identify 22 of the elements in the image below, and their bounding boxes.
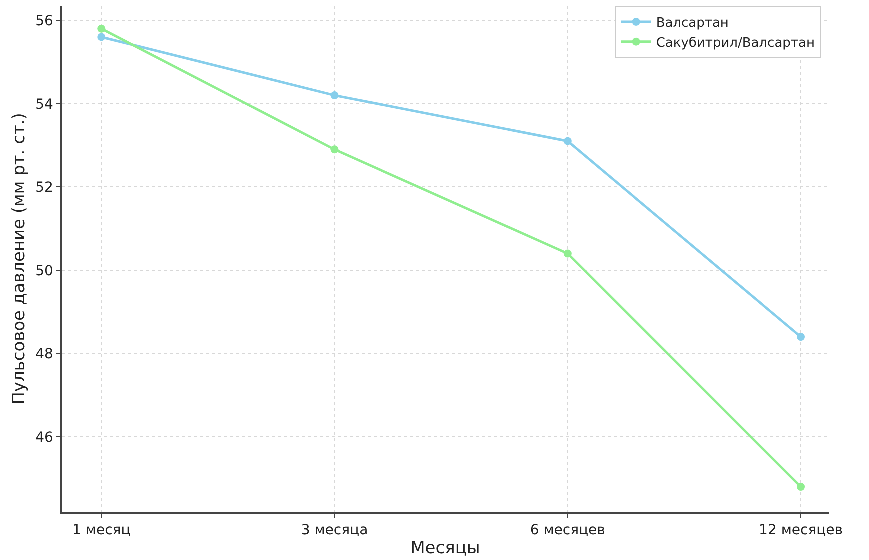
point [797,333,806,342]
x-tick-label: 6 месяцев [530,522,606,539]
point [797,483,806,492]
y-tick-label: 52 [36,180,54,196]
y-axis-title: Пульсовое давление (мм рт. ст.) [10,113,30,405]
x-axis-title: Месяцы [410,538,480,558]
point [98,33,106,42]
y-tick-label: 50 [36,263,54,280]
y-tick-label: 56 [36,13,54,30]
x-tick-label: 1 месяц [72,522,131,539]
point [330,146,339,154]
point [564,137,572,146]
point [564,250,572,258]
y-tick-label: 46 [36,430,54,446]
point [98,24,106,33]
x-tick-label: 12 месяцев [759,522,843,539]
x-tick-label: 3 месяца [301,522,368,539]
legend-label: Валсартан [656,16,729,32]
legend-label: Сакубитрил/Валсартан [656,36,815,51]
y-tick-label: 54 [36,96,54,113]
point [330,92,339,100]
y-tick-label: 48 [36,346,54,363]
